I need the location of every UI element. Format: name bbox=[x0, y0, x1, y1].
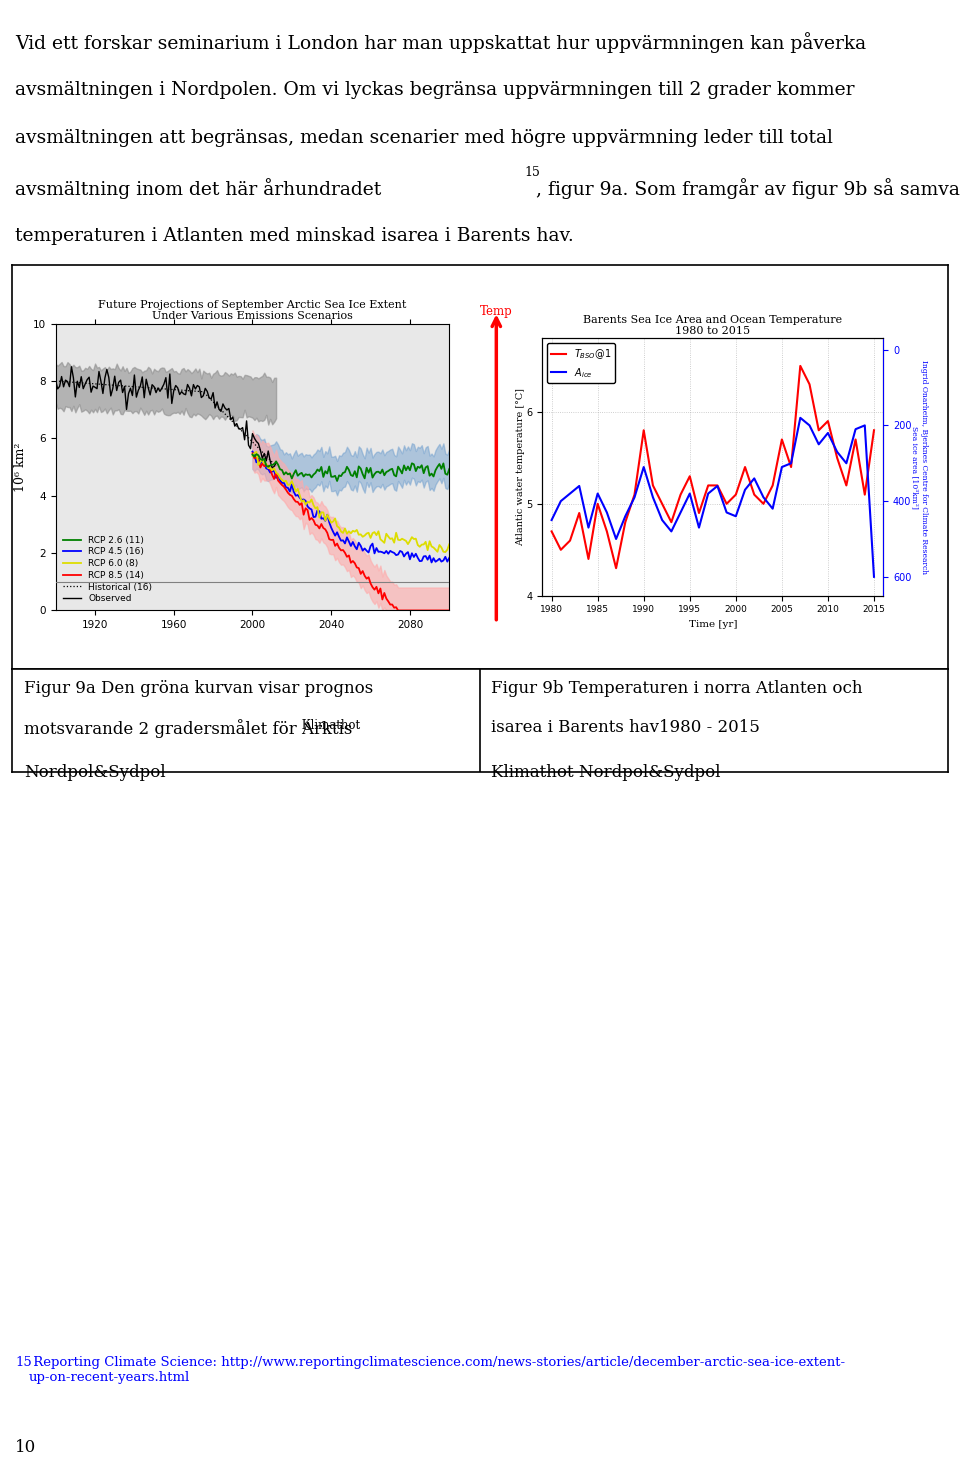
Title: Barents Sea Ice Area and Ocean Temperature
1980 to 2015: Barents Sea Ice Area and Ocean Temperatu… bbox=[584, 315, 842, 337]
Text: Klimathot: Klimathot bbox=[298, 719, 360, 731]
Y-axis label: 10⁶ km²: 10⁶ km² bbox=[14, 443, 27, 491]
Text: Temp: Temp bbox=[480, 304, 513, 318]
Text: 15: 15 bbox=[15, 1356, 32, 1370]
Text: avsmältningen att begränsas, medan scenarier med högre uppvärmning leder till to: avsmältningen att begränsas, medan scena… bbox=[15, 129, 833, 147]
Text: Reporting Climate Science: http://www.reportingclimatescience.com/news-stories/a: Reporting Climate Science: http://www.re… bbox=[29, 1356, 845, 1384]
Text: Nordpol&Sydpol: Nordpol&Sydpol bbox=[24, 763, 165, 781]
Text: avsmältning inom det här århundradet: avsmältning inom det här århundradet bbox=[15, 178, 382, 199]
Legend: $T_{BSO}$@1, $A_{ice}$: $T_{BSO}$@1, $A_{ice}$ bbox=[547, 343, 615, 384]
Text: Vid ett forskar seminarium i London har man uppskattat hur uppvärmningen kan påv: Vid ett forskar seminarium i London har … bbox=[15, 32, 867, 53]
Text: isarea i Barents hav1980 - 2015: isarea i Barents hav1980 - 2015 bbox=[492, 719, 760, 736]
Legend: RCP 2.6 (11), RCP 4.5 (16), RCP 6.0 (8), RCP 8.5 (14), Historical (16), Observed: RCP 2.6 (11), RCP 4.5 (16), RCP 6.0 (8),… bbox=[60, 533, 155, 606]
Text: Figur 9b Temperaturen i norra Atlanten och: Figur 9b Temperaturen i norra Atlanten o… bbox=[492, 680, 863, 697]
Text: Klimathot Nordpol&Sydpol: Klimathot Nordpol&Sydpol bbox=[492, 763, 721, 781]
Text: avsmältningen i Nordpolen. Om vi lyckas begränsa uppvärmningen till 2 grader kom: avsmältningen i Nordpolen. Om vi lyckas … bbox=[15, 81, 854, 99]
Text: 10: 10 bbox=[15, 1439, 36, 1456]
Y-axis label: Ingrid Onarheim, Bjerknes Centre for Climate Research
Sea ice area [10³km²]: Ingrid Onarheim, Bjerknes Centre for Cli… bbox=[911, 360, 928, 574]
Text: , figur 9a. Som framgår av figur 9b så samvarierar: , figur 9a. Som framgår av figur 9b så s… bbox=[536, 178, 960, 199]
X-axis label: Time [yr]: Time [yr] bbox=[688, 621, 737, 630]
Y-axis label: Atlantic water temperature [°C]: Atlantic water temperature [°C] bbox=[516, 388, 525, 546]
Text: temperaturen i Atlanten med minskad isarea i Barents hav.: temperaturen i Atlanten med minskad isar… bbox=[15, 227, 574, 244]
Text: 15: 15 bbox=[524, 166, 540, 179]
Title: Future Projections of September Arctic Sea Ice Extent
Under Various Emissions Sc: Future Projections of September Arctic S… bbox=[98, 300, 407, 322]
Text: motsvarande 2 gradersmålet för Arktis: motsvarande 2 gradersmålet för Arktis bbox=[24, 719, 352, 737]
Text: Figur 9a Den gröna kurvan visar prognos: Figur 9a Den gröna kurvan visar prognos bbox=[24, 680, 372, 697]
